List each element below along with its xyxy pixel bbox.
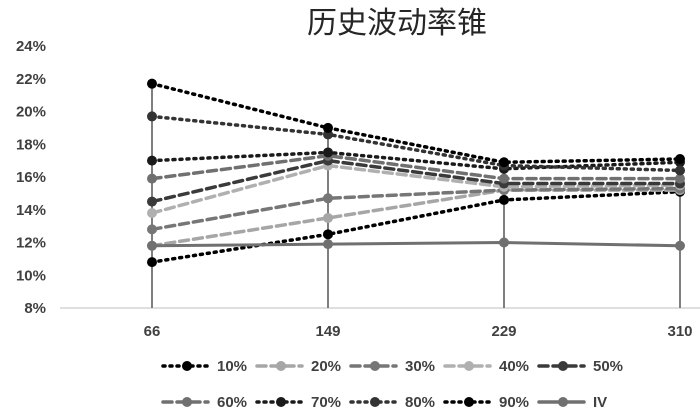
series-line xyxy=(150,81,682,165)
y-tick-label: 18% xyxy=(16,136,46,153)
data-point xyxy=(147,257,157,268)
legend-swatch-marker xyxy=(464,397,474,407)
series-line xyxy=(150,114,682,173)
series-line xyxy=(150,189,682,264)
series-50pct xyxy=(147,155,685,207)
data-point xyxy=(323,193,333,204)
data-point xyxy=(147,208,157,219)
legend-swatch-marker xyxy=(182,397,192,407)
y-tick-label: 16% xyxy=(16,169,46,186)
series-line xyxy=(150,163,682,215)
legend-item: 80% xyxy=(349,394,435,411)
data-point xyxy=(499,157,509,168)
legend-item: 90% xyxy=(443,394,529,411)
legend-item: 40% xyxy=(443,358,529,375)
data-point xyxy=(323,239,333,250)
series-iv xyxy=(147,237,685,251)
data-point xyxy=(147,111,157,122)
y-tick-label: 24% xyxy=(16,38,46,55)
series-90pct xyxy=(147,78,685,168)
x-tick-label: 229 xyxy=(491,323,516,340)
y-tick-label: 22% xyxy=(16,71,46,88)
data-point xyxy=(323,229,333,240)
data-point xyxy=(675,153,685,164)
legend-item: 70% xyxy=(255,394,341,411)
legend-label: 30% xyxy=(405,358,435,375)
legend-item: 60% xyxy=(161,394,247,411)
legend-label: 50% xyxy=(593,358,623,375)
data-point xyxy=(323,122,333,133)
data-point xyxy=(147,240,157,251)
data-point xyxy=(499,237,509,248)
data-point xyxy=(323,212,333,223)
legend-label: IV xyxy=(593,394,607,411)
data-point xyxy=(323,147,333,158)
y-tick-label: 8% xyxy=(24,300,46,317)
legend-swatch-marker xyxy=(558,361,568,371)
legend-item: 10% xyxy=(161,358,247,375)
series-layer xyxy=(147,78,685,268)
data-point xyxy=(147,155,157,166)
y-tick-label: 14% xyxy=(16,202,46,219)
legend-label: 90% xyxy=(499,394,529,411)
data-point xyxy=(675,165,685,176)
x-tick-label: 149 xyxy=(315,323,340,340)
series-line xyxy=(150,150,682,171)
legend-item: 30% xyxy=(349,358,435,375)
series-line xyxy=(150,158,682,204)
legend-swatch-marker xyxy=(558,397,568,407)
legend-swatch-marker xyxy=(370,361,380,371)
data-point xyxy=(147,224,157,235)
chart-title: 历史波动率锥 xyxy=(307,6,487,41)
data-point xyxy=(147,196,157,207)
y-tick-label: 12% xyxy=(16,235,46,252)
series-line xyxy=(150,240,682,248)
data-point xyxy=(675,240,685,251)
legend-label: 60% xyxy=(217,394,247,411)
data-point xyxy=(499,173,509,184)
legend-label: 20% xyxy=(311,358,341,375)
y-tick-label: 20% xyxy=(16,104,46,121)
legend-label: 40% xyxy=(499,358,529,375)
legend-label: 70% xyxy=(311,394,341,411)
legend-swatch-marker xyxy=(276,397,286,407)
legend-swatch-marker xyxy=(276,361,286,371)
series-10pct xyxy=(147,186,685,268)
x-tick-label: 66 xyxy=(144,323,161,340)
data-point xyxy=(147,78,157,89)
legend-swatch-marker xyxy=(182,361,192,371)
data-point xyxy=(675,173,685,184)
legend-swatch-marker xyxy=(370,397,380,407)
series-line xyxy=(150,186,682,232)
legend-item: 20% xyxy=(255,358,341,375)
legend: 10% 20% 30% 40% 50% 60% 70% 80% 90% IV xyxy=(161,358,623,411)
legend-label: 10% xyxy=(217,358,247,375)
legend-item: IV xyxy=(537,394,607,411)
data-point xyxy=(499,194,509,205)
series-line xyxy=(150,153,682,181)
data-point xyxy=(147,173,157,184)
legend-swatch-marker xyxy=(464,361,474,371)
legend-item: 50% xyxy=(537,358,623,375)
y-tick-label: 10% xyxy=(16,267,46,284)
legend-label: 80% xyxy=(405,394,435,411)
x-tick-label: 310 xyxy=(667,323,692,340)
